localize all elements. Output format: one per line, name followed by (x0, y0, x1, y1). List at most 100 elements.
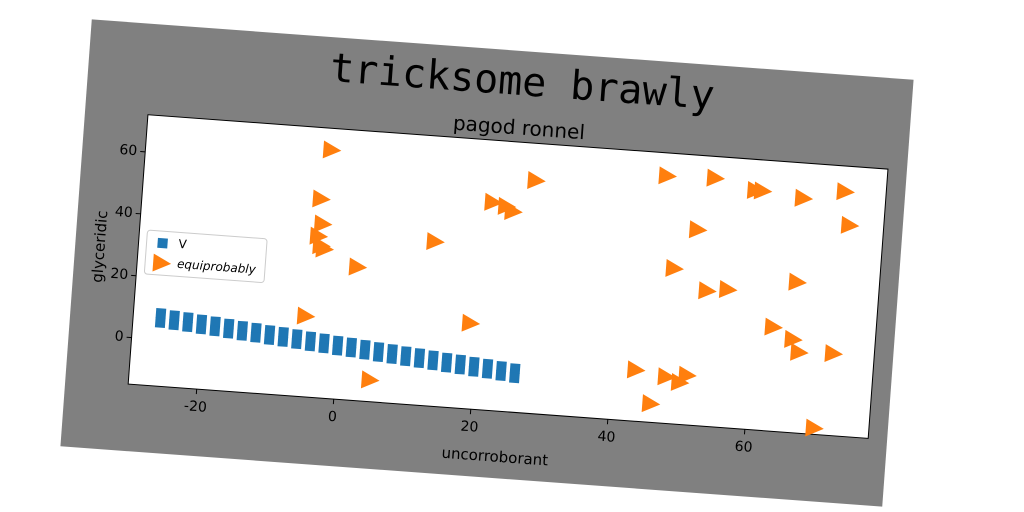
square-marker (263, 334, 275, 345)
square-marker (195, 323, 207, 335)
triangle-marker (322, 140, 342, 159)
y-tick-label: 0 (114, 328, 124, 345)
square-marker (237, 320, 248, 332)
square-marker (155, 307, 167, 319)
square-marker (223, 318, 235, 330)
square-marker (250, 322, 262, 334)
y-tick-label: 20 (110, 266, 129, 283)
square-marker (414, 348, 426, 359)
legend-label: V (178, 237, 188, 252)
triangle-marker (484, 192, 503, 211)
x-tick-label: 60 (734, 439, 753, 456)
square-marker (169, 310, 180, 321)
square-marker (400, 355, 411, 367)
square-marker (346, 337, 357, 349)
triangle-marker (788, 272, 807, 291)
square-marker (468, 356, 480, 368)
triangle-marker (698, 281, 717, 300)
triangle-marker (504, 202, 523, 220)
square-marker (264, 324, 276, 336)
triangle-marker (718, 280, 738, 298)
square-marker (209, 325, 221, 337)
triangle-marker (824, 344, 844, 363)
square-marker (427, 359, 439, 371)
y-tick-label: 40 (114, 204, 133, 221)
x-tick-label: 20 (460, 419, 479, 436)
square-marker (332, 335, 344, 347)
triangle-marker (348, 257, 368, 276)
square-marker (359, 339, 371, 351)
triangle-marker (794, 188, 814, 207)
triangle-marker (312, 189, 331, 208)
square-marker (318, 342, 330, 354)
legend-label: equiprobably (177, 257, 258, 277)
triangle-marker (836, 182, 855, 201)
triangle-marker (626, 360, 646, 379)
triangle-marker (805, 418, 824, 437)
square-marker (250, 332, 261, 343)
square-marker (277, 336, 289, 347)
x-tick-label: 40 (597, 429, 616, 446)
square-marker (182, 321, 193, 333)
legend-marker (157, 237, 168, 249)
square-marker (428, 350, 439, 362)
square-marker (481, 368, 493, 379)
triangle-marker (840, 215, 860, 234)
square-marker (509, 363, 521, 374)
figure: tricksome brawly pagod ronnel uncorrobor… (60, 19, 914, 507)
triangle-marker (706, 168, 726, 187)
triangle-marker (753, 181, 773, 200)
y-axis-label: glyceridic (88, 210, 111, 283)
square-marker (236, 330, 248, 341)
triangle-marker (790, 342, 809, 361)
triangle-marker (688, 220, 708, 239)
y-tick-label: 60 (119, 142, 138, 159)
triangle-marker (764, 317, 783, 336)
square-marker (345, 346, 357, 358)
triangle-marker (665, 258, 684, 277)
square-marker (154, 317, 166, 328)
triangle-marker (461, 313, 481, 332)
triangle-marker (678, 365, 697, 384)
triangle-marker (784, 329, 803, 348)
square-marker (441, 352, 453, 364)
square-marker (372, 351, 384, 363)
triangle-marker (641, 394, 661, 413)
triangle-marker (658, 166, 677, 185)
square-marker (373, 342, 385, 353)
x-tick-label: -20 (183, 398, 207, 416)
triangle-marker (670, 372, 690, 391)
square-marker (278, 326, 289, 338)
square-marker (210, 316, 221, 328)
square-marker (222, 327, 234, 339)
square-marker (386, 353, 398, 364)
square-marker (304, 340, 316, 352)
square-marker (305, 331, 317, 343)
square-marker (454, 363, 466, 375)
square-marker (331, 344, 343, 356)
square-marker (468, 366, 479, 377)
square-marker (319, 333, 330, 345)
square-marker (291, 338, 302, 350)
triangle-marker (426, 232, 445, 251)
square-marker (509, 372, 520, 384)
square-marker (455, 354, 466, 366)
legend-box (143, 229, 268, 284)
legend-marker (152, 253, 172, 272)
square-marker (196, 314, 208, 326)
triangle-marker (360, 370, 380, 389)
triangle-marker (313, 214, 333, 233)
square-marker (495, 370, 507, 381)
square-marker (400, 346, 412, 357)
x-tick-label: 0 (327, 409, 337, 426)
square-marker (413, 357, 425, 369)
square-marker (482, 358, 494, 370)
triangle-marker (657, 367, 677, 386)
square-marker (291, 329, 303, 340)
square-marker (359, 349, 370, 360)
triangle-marker (315, 239, 335, 258)
square-marker (182, 312, 194, 323)
square-marker (387, 343, 398, 355)
square-marker (496, 360, 507, 372)
